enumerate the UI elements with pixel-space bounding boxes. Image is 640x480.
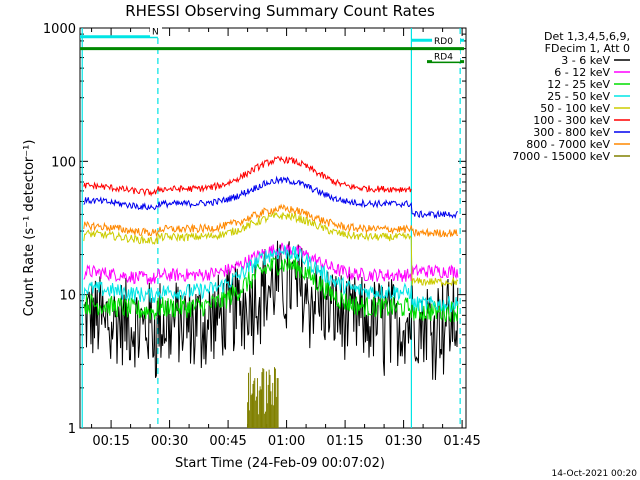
legend-entry-label: 25 - 50 keV [547, 90, 610, 103]
y-tick-label: 10 [59, 289, 76, 304]
legend-header: Det 1,3,4,5,6,9, [544, 30, 630, 43]
series-line [83, 244, 459, 313]
x-tick-label: 00:45 [209, 434, 246, 449]
x-tick-label: 00:15 [92, 434, 129, 449]
plot-frame [79, 27, 467, 429]
series-line [83, 240, 459, 381]
y-tick-label: 1 [68, 422, 76, 437]
legend-entry-label: 800 - 7000 keV [526, 138, 610, 151]
y-tick-label: 100 [51, 155, 76, 170]
legend-header: FDecim 1, Att 0 [545, 42, 630, 55]
x-tick-label: 01:30 [385, 434, 422, 449]
flag-label-bg [432, 50, 461, 62]
legend-entry-label: 100 - 300 keV [533, 114, 610, 127]
x-tick-label: 01:45 [443, 434, 480, 449]
flag-label: RD0 [434, 37, 453, 47]
x-tick-label: 00:30 [151, 434, 188, 449]
legend: Det 1,3,4,5,6,9,FDecim 1, Att 03 - 6 keV… [512, 30, 630, 163]
series-line [83, 155, 412, 197]
series-line [83, 242, 459, 285]
flag-label: N [152, 28, 159, 38]
y-axis-label: Count Rate (s⁻¹ detector⁻¹) [22, 140, 37, 317]
series-line [83, 211, 459, 288]
series-line [83, 175, 458, 220]
y-tick-label: 1000 [43, 22, 76, 37]
series-line [83, 255, 459, 323]
legend-entry-label: 12 - 25 keV [547, 78, 610, 91]
flag-label-bg [150, 25, 162, 37]
legend-entry-label: 50 - 100 keV [540, 102, 610, 115]
plot-area: 1 10 100 1000 00:15 00:30 00:45 01:00 01:15 01:30… [43, 22, 481, 449]
legend-entry-label: 300 - 800 keV [533, 126, 610, 139]
x-tick-label: 01:15 [326, 434, 363, 449]
x-axis-label: Start Time (24-Feb-09 00:07:02) [175, 456, 385, 471]
legend-entry-label: 6 - 12 keV [554, 66, 610, 79]
legend-entry-label: 7000 - 15000 keV [512, 150, 610, 163]
series-line [83, 203, 458, 238]
x-tick-label: 01:00 [268, 434, 305, 449]
legend-entry-label: 3 - 6 keV [561, 54, 610, 67]
flag-label-bg [432, 35, 461, 47]
chart-title: RHESSI Observing Summary Count Rates [125, 2, 435, 20]
flag-label: RD4 [434, 53, 453, 63]
footer-date: 14-Oct-2021 00:20 [552, 469, 638, 479]
